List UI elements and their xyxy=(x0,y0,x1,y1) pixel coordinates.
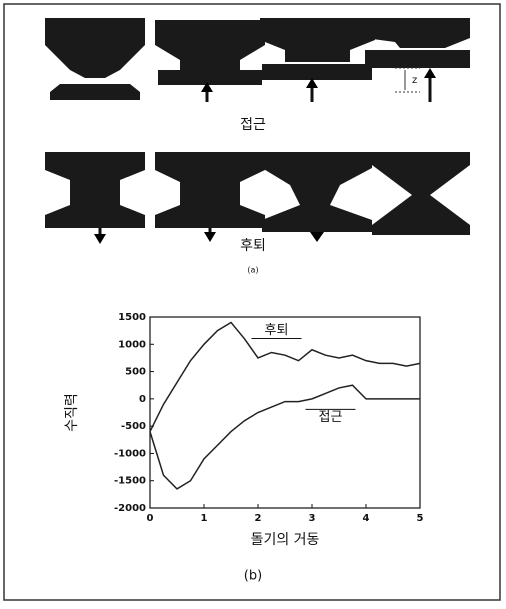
y-tick-label: 1500 xyxy=(118,312,146,323)
panel-a-label: (a) xyxy=(247,266,258,275)
y-tick-label: -2000 xyxy=(114,503,146,514)
x-axis-label: 돌기의 거동 xyxy=(251,532,320,548)
panel-b-label: (b) xyxy=(244,569,262,584)
y-tick-label: 500 xyxy=(125,367,146,378)
x-tick-label: 4 xyxy=(363,513,370,524)
x-tick-label: 2 xyxy=(255,513,262,524)
chart: -2000 -1500 -1000 -500 0 500 1000 1500 0 1 2 3 4 5 돌기의… xyxy=(64,312,424,548)
series-line xyxy=(149,321,421,432)
y-tick-label: 1000 xyxy=(118,339,146,350)
series-label: 접근 xyxy=(319,410,343,425)
x-tick-label: 5 xyxy=(417,513,424,524)
y-tick-label: -500 xyxy=(121,421,146,432)
series-label: 후퇴 xyxy=(265,323,289,338)
approach-row xyxy=(45,18,470,102)
plot-frame xyxy=(149,316,421,509)
approach-label: 접근 xyxy=(240,117,266,133)
y-tick-label: 0 xyxy=(139,394,146,405)
frame xyxy=(3,3,501,601)
y-tick-label: -1000 xyxy=(114,448,146,459)
y-axis-label: 수직력 xyxy=(64,393,80,432)
series-line xyxy=(149,384,420,490)
x-tick-label: 0 xyxy=(147,513,154,524)
y-tick-label: -1500 xyxy=(114,476,146,487)
gap-label: z xyxy=(412,75,417,86)
x-tick-label: 3 xyxy=(309,513,316,524)
x-tick-label: 1 xyxy=(201,513,208,524)
retreat-label: 후퇴 xyxy=(240,238,266,254)
retreat-row xyxy=(45,152,470,244)
